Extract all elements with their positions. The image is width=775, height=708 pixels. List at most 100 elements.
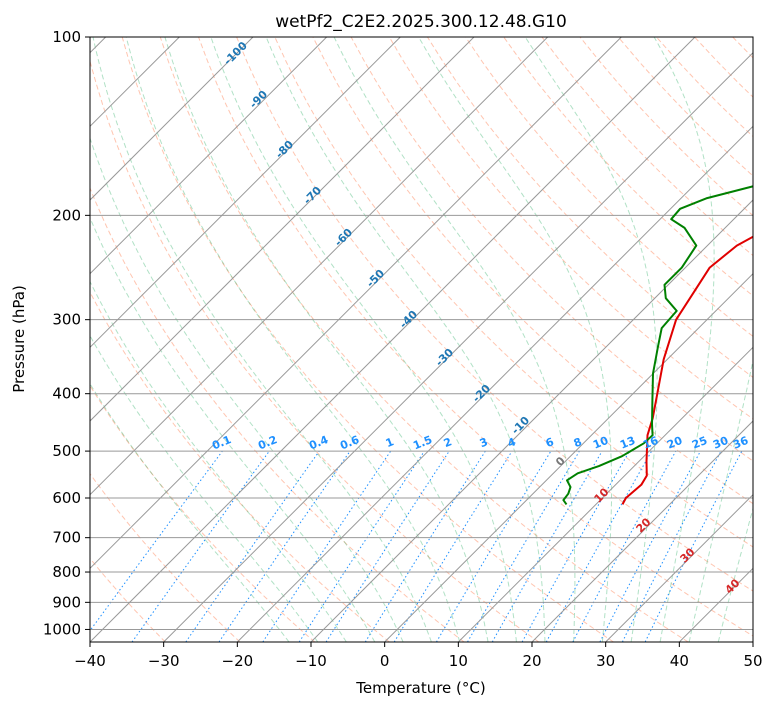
dry-adiabat (90, 557, 166, 642)
mixing-ratio-label: 20 (665, 434, 684, 452)
y-tick-label: 300 (52, 311, 81, 329)
mixing-ratio-label: 16 (641, 434, 660, 452)
isotherm-line (90, 37, 328, 275)
mixing-ratio-line (262, 450, 392, 642)
dry-adiabat (159, 37, 689, 642)
dry-adiabat (274, 37, 753, 548)
dry-adiabat (90, 472, 241, 642)
dry-adiabat (426, 37, 753, 378)
y-tick-label: 100 (52, 28, 81, 46)
dry-adiabat (90, 384, 316, 642)
x-axis-title: Temperature (°C) (355, 679, 485, 697)
moist-adiabat (164, 37, 489, 642)
mixing-ratio-label: 1 (384, 435, 396, 450)
dry-adiabat (198, 37, 753, 637)
y-axis: 100 200 300 400 500 600 700 800 900 1000 (43, 28, 90, 638)
isotherm-line (384, 272, 753, 642)
dry-adiabat (236, 37, 753, 592)
y-tick-label: 800 (52, 563, 81, 581)
mixing-ratio-line (131, 450, 270, 642)
isotherm-line (90, 37, 622, 570)
mixing-ratio-line (298, 450, 425, 642)
dry-adiabat (90, 59, 540, 642)
mixing-ratio-line (393, 450, 513, 642)
x-tick-label: 0 (380, 652, 390, 670)
dry-adiabat (503, 37, 753, 297)
x-tick-label: 10 (449, 652, 468, 670)
y-tick-label: 1000 (43, 620, 81, 638)
mixing-ratio-label: 3 (478, 435, 490, 450)
x-tick-label: 40 (670, 652, 689, 670)
isotherm-line (605, 493, 753, 642)
y-tick-label: 500 (52, 442, 81, 460)
dry-adiabat (350, 37, 753, 462)
moist-adiabat (90, 280, 347, 642)
background-lines (90, 37, 775, 642)
mixing-ratio-label: 36 (731, 434, 750, 452)
mixing-ratio-label: 10 (591, 434, 610, 452)
y-tick-label: 200 (52, 206, 81, 224)
moist-adiabat (688, 358, 753, 642)
isotherm-line (752, 641, 753, 642)
y-tick-label: 700 (52, 529, 81, 547)
x-tick-label: −10 (295, 652, 327, 670)
x-tick-label: −30 (148, 652, 180, 670)
dewpoint-line (562, 185, 753, 505)
y-tick-label: 900 (52, 593, 81, 611)
mixing-ratio-line (521, 450, 630, 642)
isotherm-line (90, 37, 549, 496)
mixing-ratio-line (185, 450, 320, 642)
isobar-grid (90, 37, 753, 630)
isotherm-line (531, 420, 753, 642)
isotherm-line (90, 37, 401, 349)
x-tick-label: 20 (522, 652, 541, 670)
mixing-ratio-label: 2 (442, 435, 454, 450)
moist-adiabat (90, 216, 376, 642)
moist-adiabat (265, 37, 546, 642)
mixing-ratio-label: 30 (711, 434, 730, 452)
moist-adiabat (210, 37, 517, 642)
x-axis: −40 −30 −20 −10 0 10 20 30 40 50 (74, 642, 763, 670)
moist-adiabat (418, 37, 613, 642)
isotherm-line (90, 37, 475, 422)
dry-adiabat (121, 37, 614, 642)
dry-adiabat (90, 186, 465, 642)
y-axis-title: Pressure (hPa) (10, 285, 28, 393)
moist-adiabat (125, 37, 461, 642)
x-tick-label: 50 (743, 652, 762, 670)
temperature-line (621, 235, 753, 505)
mixing-ratio-line (572, 450, 677, 642)
plot-frame (89, 36, 754, 643)
y-tick-label: 600 (52, 489, 81, 507)
plot-area (90, 37, 753, 642)
mixing-ratio-line (325, 450, 450, 642)
mixing-ratio-label: 8 (572, 435, 584, 450)
chart-title: wetPf2_C2E2.2025.300.12.48.G10 (275, 12, 567, 32)
isotherm-grid (90, 37, 753, 642)
dry-adiabat (90, 291, 390, 642)
mixing-ratio-line (644, 450, 743, 642)
moist-adiabat (90, 334, 319, 642)
moist-adiabat (524, 37, 658, 642)
moist-adiabat (653, 37, 715, 642)
isotherm-line (90, 37, 696, 642)
isotherm-line (236, 125, 753, 642)
x-tick-label: 30 (596, 652, 615, 670)
moist-adiabat (90, 136, 404, 642)
x-tick-label: −40 (74, 652, 106, 670)
moist-adiabat (90, 382, 290, 642)
sounding-lines (562, 185, 753, 505)
x-tick-label: −20 (222, 652, 254, 670)
isotherm-line (457, 346, 753, 642)
dry-adiabat (771, 37, 775, 642)
mixing-ratio-label: 13 (618, 434, 637, 452)
mixing-ratio-line (218, 450, 351, 642)
moist-adiabat (717, 506, 753, 642)
isotherm-line (163, 51, 753, 642)
isotherm-line (310, 199, 753, 642)
isotherm-line (90, 37, 254, 201)
y-tick-label: 400 (52, 385, 81, 403)
mixing-ratio-line (90, 450, 223, 632)
mixing-ratio-line (545, 450, 653, 642)
